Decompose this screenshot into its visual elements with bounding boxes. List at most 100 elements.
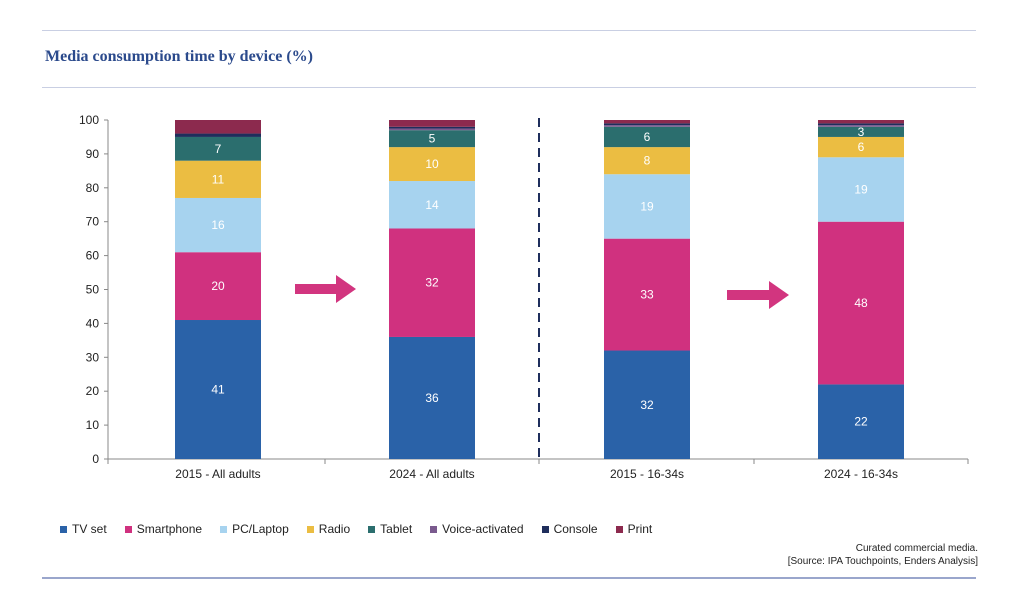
- data-label: 48: [854, 296, 868, 310]
- y-tick-label: 0: [92, 452, 99, 466]
- transition-arrow-icon: [295, 275, 356, 303]
- data-label: 19: [854, 182, 868, 196]
- bar-segment-console: [389, 126, 475, 129]
- legend-swatch-icon: [430, 525, 438, 533]
- legend-swatch-icon: [124, 525, 132, 533]
- legend-item: Print: [615, 522, 653, 536]
- bar-segment-voice-activated: [389, 128, 475, 131]
- bar-segment-print: [175, 120, 261, 134]
- bar-segment-pc-laptop: [604, 174, 690, 239]
- data-label: 32: [640, 398, 654, 412]
- bar-segment-console: [175, 133, 261, 137]
- y-tick-label: 40: [86, 316, 100, 330]
- data-label: 10: [425, 157, 439, 171]
- bottom-divider: [42, 577, 976, 579]
- bar-segment-radio: [175, 160, 261, 198]
- data-label: 20: [211, 279, 225, 293]
- y-tick-label: 90: [86, 147, 100, 161]
- y-tick-label: 100: [79, 113, 99, 127]
- bar-segment-smartphone: [389, 228, 475, 337]
- legend-swatch-icon: [220, 525, 228, 533]
- legend-swatch-icon: [60, 525, 67, 533]
- x-category-label: 2024 - All adults: [389, 467, 474, 481]
- data-label: 32: [425, 276, 439, 290]
- bar-segment-console: [604, 123, 690, 126]
- legend-swatch-icon: [615, 525, 623, 533]
- legend-item: TV set: [60, 522, 107, 536]
- legend-label: Radio: [318, 522, 351, 536]
- bar-segment-print: [389, 120, 475, 127]
- y-tick-label: 20: [86, 384, 100, 398]
- bar-segment-pc-laptop: [175, 197, 261, 253]
- legend-item: Tablet: [368, 522, 412, 536]
- legend-label: Smartphone: [136, 522, 203, 536]
- legend-item: Smartphone: [124, 522, 203, 536]
- legend-item: PC/Laptop: [220, 522, 289, 536]
- data-label: 3: [858, 125, 865, 139]
- bar-segment-tablet: [604, 126, 690, 148]
- chart-title: Media consumption time by device (%): [45, 48, 313, 65]
- bar-segment-tv-set: [175, 320, 261, 459]
- x-category-label: 2024 - 16-34s: [824, 467, 898, 481]
- legend-item: Console: [541, 522, 598, 536]
- legend-label: Tablet: [380, 522, 413, 536]
- bar-segment-radio: [389, 147, 475, 182]
- bar-segment-smartphone: [175, 252, 261, 321]
- data-label: 5: [429, 132, 436, 146]
- legend-item: Voice-activated: [430, 522, 524, 536]
- data-label: 8: [644, 154, 651, 168]
- data-label: 16: [211, 218, 225, 232]
- bar-segment-pc-laptop: [818, 157, 904, 222]
- transition-arrow-icon: [727, 281, 789, 309]
- bar-segment-tablet: [389, 130, 475, 148]
- x-category-label: 2015 - 16-34s: [610, 467, 684, 481]
- legend-label: Voice-activated: [442, 522, 524, 536]
- y-tick-label: 30: [86, 350, 100, 364]
- bar-segment-voice-activated: [604, 125, 690, 127]
- data-label: 41: [211, 383, 225, 397]
- bar-segment-tablet: [818, 126, 904, 137]
- legend-swatch-icon: [368, 525, 376, 533]
- source-note: Curated commercial media. [Source: IPA T…: [788, 542, 978, 568]
- y-tick-label: 70: [86, 215, 100, 229]
- data-label: 7: [215, 142, 222, 156]
- x-category-label: 2015 - All adults: [175, 467, 260, 481]
- bar-segment-console: [818, 123, 904, 126]
- bar-segment-radio: [604, 147, 690, 175]
- data-label: 14: [425, 198, 439, 212]
- bar-segment-tv-set: [389, 336, 475, 459]
- y-tick-label: 50: [86, 283, 100, 297]
- bar-segment-voice-activated: [818, 125, 904, 127]
- bar-segment-print: [604, 120, 690, 124]
- y-tick-label: 10: [86, 418, 100, 432]
- bar-segment-tv-set: [818, 384, 904, 459]
- legend-item: Radio: [306, 522, 351, 536]
- data-label: 19: [640, 199, 654, 213]
- legend-label: TV set: [72, 522, 107, 536]
- data-label: 22: [854, 415, 868, 429]
- chart-legend: TV set Smartphone PC/Laptop Radio Tablet Voic…: [60, 522, 652, 536]
- top-divider: [42, 30, 976, 31]
- legend-swatch-icon: [541, 525, 549, 533]
- legend-swatch-icon: [306, 525, 314, 533]
- y-tick-label: 80: [86, 181, 100, 195]
- curated-note: Curated commercial media.: [855, 543, 978, 554]
- bar-segment-smartphone: [604, 238, 690, 351]
- bar-segment-pc-laptop: [389, 181, 475, 229]
- data-label: 36: [425, 391, 439, 405]
- source-citation: [Source: IPA Touchpoints, Enders Analysi…: [787, 556, 978, 567]
- data-label: 33: [640, 288, 654, 302]
- legend-label: Print: [627, 522, 653, 536]
- y-tick-label: 60: [86, 249, 100, 263]
- title-divider: [42, 87, 976, 88]
- stacked-bar-chart: 0 10 20 30 40 50 60 70 80 90 100 41 20 16 11 7 2015 - Al…: [79, 113, 969, 481]
- bar-segment-print: [818, 120, 904, 124]
- data-label: 6: [644, 130, 651, 144]
- bar-segment-tablet: [175, 136, 261, 161]
- data-label: 11: [212, 172, 225, 186]
- bar-segment-tv-set: [604, 350, 690, 459]
- legend-label: PC/Laptop: [232, 522, 289, 536]
- bar-segment-smartphone: [818, 221, 904, 385]
- legend-label: Console: [553, 522, 598, 536]
- data-label: 6: [858, 140, 865, 154]
